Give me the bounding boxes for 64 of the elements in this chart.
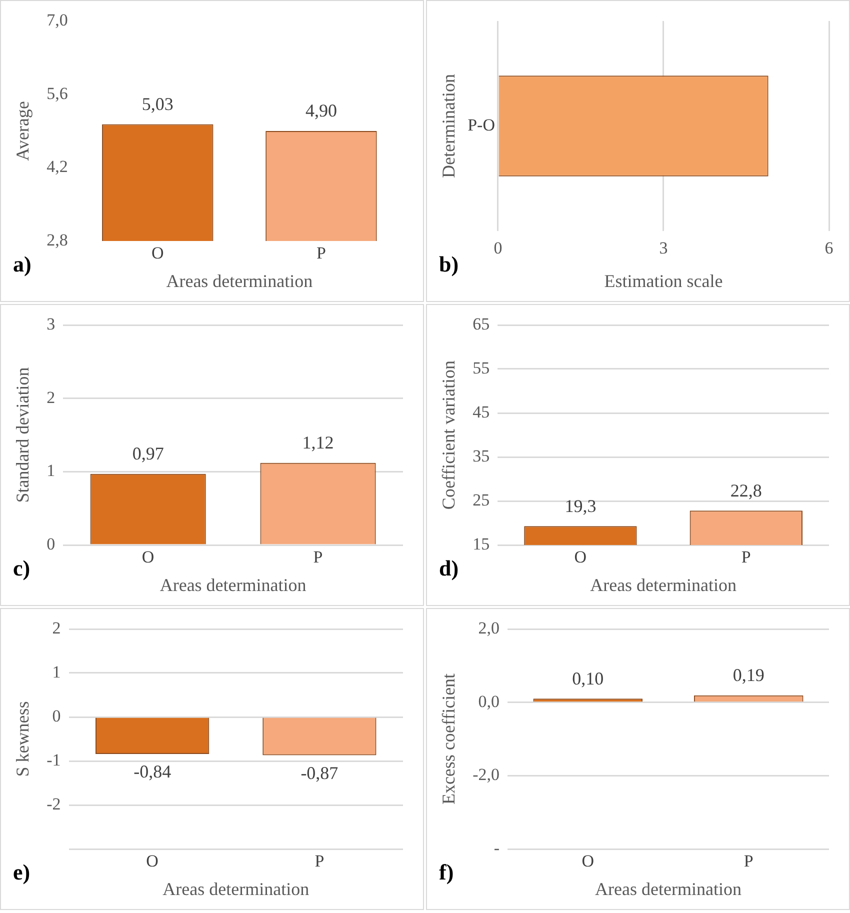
y-tick-label: 3 — [46, 314, 56, 334]
y-tick-label: 0 — [52, 706, 61, 726]
y-tick-label: 7,0 — [46, 10, 68, 30]
data-label: 19,3 — [564, 496, 596, 516]
y-tick-label: -2 — [46, 794, 61, 814]
x-axis-title: Areas determination — [595, 878, 742, 899]
x-axis-title: Estimation scale — [604, 270, 723, 291]
y-tick-label: 1 — [46, 461, 56, 480]
x-axis-title: Areas determination — [590, 574, 737, 595]
x-tick-label: O — [574, 548, 587, 567]
text: e) — [13, 860, 30, 885]
x-tick-label: P — [744, 852, 754, 871]
data-label: 0,19 — [732, 665, 764, 686]
y-axis-title: Standard deviation — [12, 367, 33, 503]
data-label: 4,90 — [305, 100, 337, 121]
data-label: 1,12 — [302, 432, 334, 453]
y-tick-label: 15 — [472, 534, 490, 554]
y-tick-label: - — [494, 838, 500, 858]
x-tick-label: 6 — [824, 238, 834, 258]
y-tick-label: 55 — [472, 358, 490, 378]
x-tick-label: P — [314, 852, 324, 871]
x-tick-label: O — [146, 852, 158, 871]
data-label: 0,97 — [132, 444, 164, 464]
y-tick-label: -1 — [46, 750, 61, 770]
y-tick-label: 1 — [52, 662, 61, 682]
data-label: 22,8 — [730, 480, 762, 500]
y-tick-label: 0 — [46, 534, 56, 554]
y-tick-label: 2 — [52, 618, 61, 638]
y-tick-label: 4,2 — [46, 157, 68, 176]
x-tick-label: P — [313, 548, 323, 567]
y-tick-label: 65 — [472, 314, 490, 334]
text: b) — [439, 252, 459, 277]
x-axis-title: Areas determination — [166, 270, 313, 291]
x-tick-label: 3 — [659, 238, 668, 258]
data-label: -0,84 — [134, 762, 172, 782]
data-label: 0,10 — [572, 668, 604, 688]
y-tick-label: 2,0 — [478, 618, 500, 638]
data-label: 5,03 — [142, 94, 174, 114]
data-label: -0,87 — [300, 763, 338, 784]
y-axis-title: S kewness — [12, 701, 33, 777]
y-tick-label: P-O — [468, 115, 495, 134]
x-tick-label: P — [316, 244, 326, 263]
x-tick-label: O — [582, 852, 594, 871]
x-axis-title: Areas determination — [160, 574, 306, 595]
text: c) — [13, 556, 30, 581]
x-tick-label: O — [142, 548, 154, 567]
y-axis-title: Coefficient variation — [438, 360, 459, 510]
y-tick-label: -2,0 — [472, 765, 500, 784]
x-axis-title: Areas determination — [162, 878, 310, 899]
y-tick-label: 0,0 — [478, 692, 500, 711]
y-axis-title: Excess coefficient — [438, 673, 459, 805]
y-axis-title: Determination — [438, 74, 459, 178]
text: a) — [13, 252, 32, 277]
text: d) — [439, 556, 459, 581]
y-tick-label: 2 — [46, 388, 56, 407]
x-tick-label: P — [741, 548, 751, 567]
y-tick-label: 2,8 — [46, 230, 68, 250]
y-tick-label: 45 — [472, 402, 490, 422]
x-tick-label: O — [151, 244, 164, 263]
text: f) — [439, 860, 454, 885]
y-tick-label: 25 — [472, 490, 490, 510]
y-tick-label: 5,6 — [46, 84, 68, 103]
y-tick-label: 35 — [472, 446, 490, 466]
y-axis-title: Average — [12, 101, 33, 161]
